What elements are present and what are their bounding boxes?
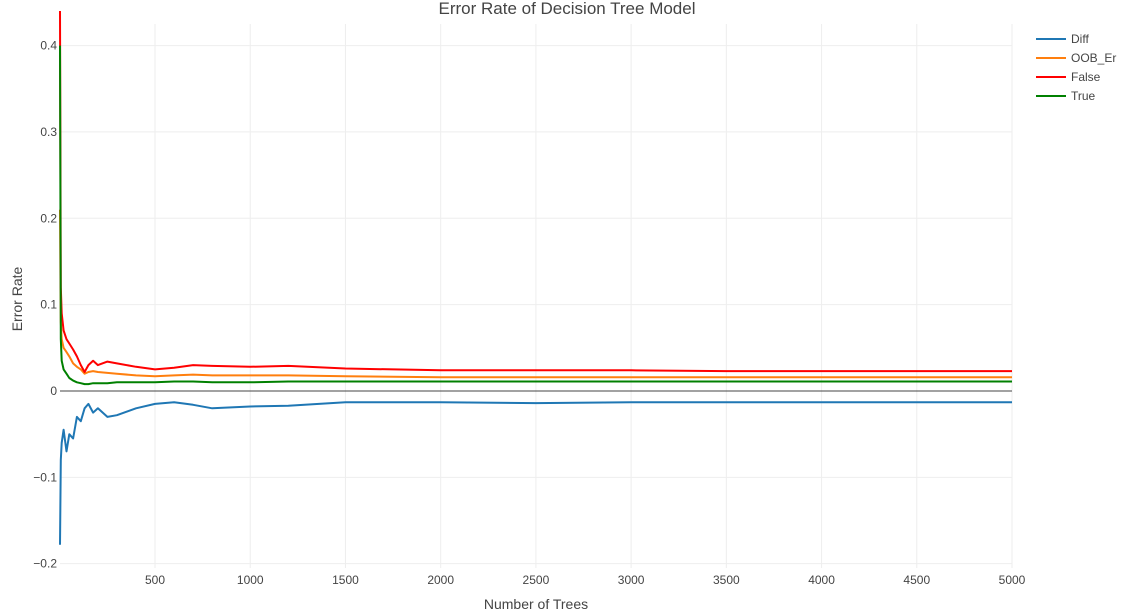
series-line-diff	[59, 401, 1012, 545]
y-tick-labels: −0.2 −0.1 0 0.1 0.2 0.3 0.4	[33, 39, 57, 571]
legend-label: Diff	[1071, 32, 1089, 46]
chart-title: Error Rate of Decision Tree Model	[439, 0, 696, 18]
x-tick-label: 4500	[903, 573, 930, 587]
y-tick-label: 0.2	[40, 211, 57, 225]
x-tick-label: 500	[145, 573, 165, 587]
legend[interactable]: Diff OOB_Er False True	[1036, 32, 1116, 103]
x-tick-label: 1500	[332, 573, 359, 587]
y-tick-label: 0.4	[40, 39, 57, 53]
x-tick-label: 1000	[237, 573, 264, 587]
series-lines	[59, 10, 1012, 545]
x-tick-label: 5000	[999, 573, 1026, 587]
x-tick-label: 3000	[618, 573, 645, 587]
y-tick-label: 0	[50, 384, 57, 398]
series-line-oob-er	[59, 209, 1012, 379]
x-tick-label: 2500	[523, 573, 550, 587]
series-line-false	[59, 10, 1012, 373]
y-axis-title: Error Rate	[9, 267, 25, 332]
legend-label: True	[1071, 89, 1096, 103]
legend-item-oob-er[interactable]: OOB_Er	[1036, 51, 1116, 65]
x-tick-label: 3500	[713, 573, 740, 587]
legend-item-diff[interactable]: Diff	[1036, 32, 1089, 46]
y-tick-label: 0.1	[40, 298, 57, 312]
grid-lines	[60, 24, 1013, 568]
legend-item-false[interactable]: False	[1036, 70, 1101, 84]
y-tick-label: 0.3	[40, 125, 57, 139]
x-tick-label: 2000	[427, 573, 454, 587]
y-tick-label: −0.2	[33, 557, 57, 571]
x-axis-title: Number of Trees	[484, 596, 588, 612]
x-tick-labels: 500 1000 1500 2000 2500 3000 3500 4000 4500 5000	[145, 573, 1026, 587]
series-line-true	[59, 45, 1012, 386]
legend-label: False	[1071, 70, 1101, 84]
x-tick-label: 4000	[808, 573, 835, 587]
y-tick-label: −0.1	[33, 470, 57, 484]
legend-item-true[interactable]: True	[1036, 89, 1096, 103]
legend-label: OOB_Er	[1071, 51, 1116, 65]
